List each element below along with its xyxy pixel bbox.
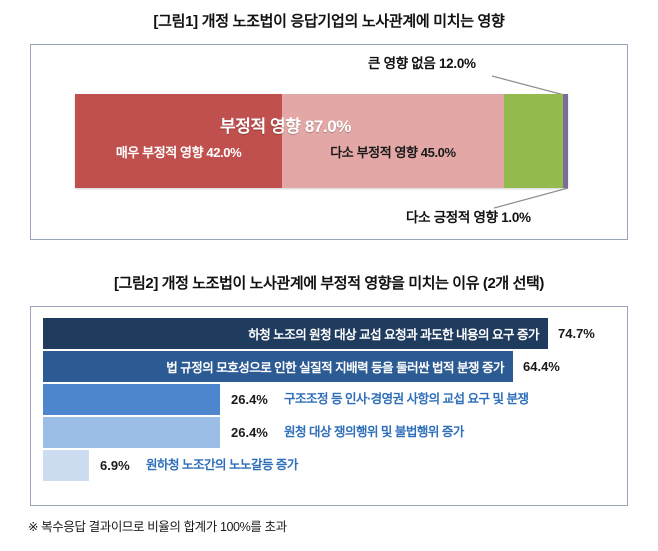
- figure2-row-1: 하청 노조의 원청 대상 교섭 요청과 과도한 내용의 요구 증가 74.7%: [43, 318, 595, 349]
- footnote: ※ 복수응답 결과이므로 비율의 합계가 100%를 초과: [28, 520, 287, 534]
- figure2-bar-4: [43, 417, 220, 448]
- figure2-bar-5: [43, 450, 89, 481]
- figure2-bar-4-value: 26.4%: [231, 425, 268, 440]
- figure2-bar-2: 법 규정의 모호성으로 인한 실질적 지배력 등을 둘러싼 법적 분쟁 증가: [43, 351, 513, 382]
- figure2-bar-3-value: 26.4%: [231, 392, 268, 407]
- figure2-row-3: 26.4% 구조조정 등 인사·경영권 사항의 교섭 요구 및 분쟁: [43, 384, 529, 415]
- segment-somewhat-positive: [563, 94, 568, 188]
- figure2-bar-2-value: 64.4%: [523, 359, 560, 374]
- figure1-stacked-bar: 매우 부정적 영향 42.0% 다소 부정적 영향 45.0%: [75, 94, 568, 188]
- figure2-row-4: 26.4% 원청 대상 쟁의행위 및 불법행위 증가: [43, 417, 464, 448]
- callout-somewhat-positive: 다소 긍정적 영향 1.0%: [406, 210, 531, 225]
- figure2-bar-4-label: 원청 대상 쟁의행위 및 불법행위 증가: [284, 425, 464, 439]
- figure2-bar-5-value: 6.9%: [100, 458, 130, 473]
- figure2-bar-1-label: 하청 노조의 원청 대상 교섭 요청과 과도한 내용의 요구 증가: [248, 328, 539, 342]
- segment-very-negative-label: 매우 부정적 영향 42.0%: [115, 145, 242, 160]
- figure1-title: [그림1] 개정 노조법이 응답기업의 노사관계에 미치는 영향: [153, 13, 505, 30]
- figure2-row-2: 법 규정의 모호성으로 인한 실질적 지배력 등을 둘러싼 법적 분쟁 증가 6…: [43, 351, 560, 382]
- figure2-bar-5-label: 원하청 노조간의 노노갈등 증가: [146, 458, 298, 472]
- segment-no-impact: [503, 94, 564, 188]
- figure2-bar-1-value: 74.7%: [558, 326, 595, 341]
- figure2-bar-1: 하청 노조의 원청 대상 교섭 요청과 과도한 내용의 요구 증가: [43, 318, 548, 349]
- figure2-bar-2-label: 법 규정의 모호성으로 인한 실질적 지배력 등을 둘러싼 법적 분쟁 증가: [166, 361, 504, 375]
- segment-very-negative: 매우 부정적 영향 42.0%: [75, 94, 283, 188]
- figure2-bar-3: [43, 384, 220, 415]
- callout-no-impact: 큰 영향 없음 12.0%: [368, 56, 476, 71]
- segment-somewhat-negative: 다소 부정적 영향 45.0%: [282, 94, 504, 188]
- figure2-title: [그림2] 개정 노조법이 노사관계에 부정적 영향을 미치는 이유 (2개 선…: [114, 275, 544, 292]
- figure2-row-5: 6.9% 원하청 노조간의 노노갈등 증가: [43, 450, 298, 481]
- segment-somewhat-negative-label: 다소 부정적 영향 45.0%: [330, 145, 456, 160]
- figure2-bar-3-label: 구조조정 등 인사·경영권 사항의 교섭 요구 및 분쟁: [284, 392, 529, 406]
